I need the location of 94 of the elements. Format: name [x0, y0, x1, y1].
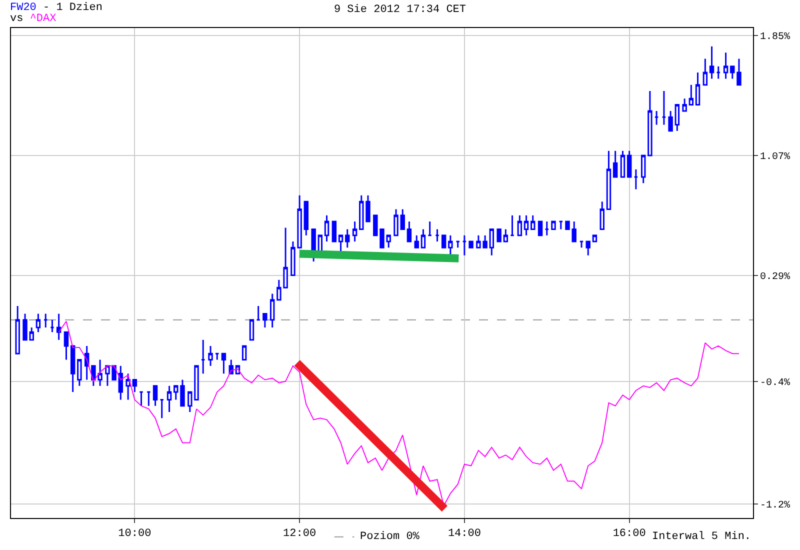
candlestick — [270, 292, 275, 328]
candlestick — [612, 150, 618, 178]
candlestick — [36, 312, 41, 333]
candlestick — [152, 385, 158, 407]
candlestick — [208, 345, 213, 367]
candlestick — [400, 208, 405, 230]
candlestick — [414, 234, 419, 248]
y-tick-label: 0.29% — [760, 272, 790, 283]
candlestick — [640, 154, 646, 184]
candlestick — [214, 352, 220, 361]
y-tick-label: -1.2% — [760, 500, 790, 512]
candlestick — [22, 312, 28, 341]
candlestick — [462, 234, 467, 256]
candlestick — [126, 372, 130, 400]
chart-title: 9 Sie 2012 17:34 CET — [334, 4, 466, 16]
candlestick — [332, 220, 337, 242]
candlestick — [441, 234, 446, 248]
candlestick — [304, 200, 309, 236]
candlestick — [626, 150, 632, 178]
candlestick — [695, 72, 700, 106]
candlestick — [496, 228, 502, 242]
candlestick — [200, 339, 206, 374]
text: FW20 — [10, 2, 36, 14]
candlestick — [138, 391, 144, 407]
chart-subtitle: - 1 Dzien — [43, 2, 102, 14]
text: Interwal 5 Min. — [652, 531, 752, 543]
candlestick — [166, 385, 172, 413]
candlestick — [648, 90, 652, 156]
candlestick — [77, 359, 82, 387]
x-tick-label: 10:00 — [118, 528, 152, 540]
candlestick — [524, 214, 529, 236]
candlestick — [434, 228, 440, 242]
candlestick — [723, 52, 728, 80]
candlestick — [352, 220, 358, 242]
candlestick — [118, 365, 124, 400]
candlestick — [530, 214, 536, 230]
y-tick-label: -0.4% — [760, 378, 790, 389]
candlestick — [702, 58, 708, 86]
y-tick-label: 1.85% — [760, 32, 790, 44]
x-tick-label: 16:00 — [612, 528, 646, 540]
candlestick — [592, 234, 598, 242]
candlestick — [654, 110, 659, 126]
candlestick — [517, 214, 522, 236]
candlestick — [43, 312, 48, 328]
candlestick — [249, 319, 254, 341]
legend-label: Poziom 0% — [360, 531, 420, 543]
candlestick — [15, 305, 20, 354]
candlestick — [716, 66, 721, 80]
candlestick — [406, 220, 412, 242]
candlestick — [668, 110, 673, 132]
candlestick — [503, 228, 508, 242]
candlestick — [420, 228, 426, 248]
candlestick — [29, 326, 34, 341]
candlestick — [221, 352, 226, 374]
candlestick — [544, 220, 550, 236]
candlestick — [455, 240, 460, 248]
candlestick — [688, 84, 694, 106]
candlestick — [674, 104, 680, 132]
candlestick — [634, 168, 638, 190]
candlestick — [586, 240, 590, 256]
candlestick — [262, 312, 268, 328]
line-series — [58, 320, 740, 506]
candlestick — [606, 150, 612, 210]
candlestick — [256, 305, 261, 321]
x-tick-label: 14:00 — [448, 528, 481, 540]
candlestick — [64, 331, 69, 361]
candlestick — [345, 228, 350, 248]
candlestick — [662, 90, 666, 126]
candlestick — [510, 214, 515, 236]
candlestick — [468, 240, 474, 248]
candlestick — [538, 220, 543, 236]
candlestick — [50, 319, 55, 333]
candlestick — [709, 46, 714, 80]
candlestick — [600, 200, 604, 230]
y-tick-label: 1.07% — [760, 152, 790, 163]
candlestick — [146, 391, 152, 407]
candlestick — [489, 228, 494, 256]
candlestick — [682, 98, 687, 112]
candlestick — [324, 214, 330, 242]
candlestick — [70, 345, 76, 393]
candlestick — [558, 220, 564, 230]
candlestick — [579, 240, 584, 248]
candlestick — [242, 345, 247, 361]
candlestick — [160, 398, 164, 419]
candlestick — [427, 220, 432, 236]
x-tick-label: 12:00 — [283, 528, 316, 540]
text: vs — [10, 13, 24, 25]
candlestick — [448, 234, 453, 256]
candlestick — [132, 379, 138, 393]
candlestick — [620, 150, 626, 178]
candlestick — [394, 208, 398, 236]
text: ^DAX — [30, 13, 57, 25]
candlestick — [551, 220, 556, 230]
candlestick — [56, 312, 62, 341]
